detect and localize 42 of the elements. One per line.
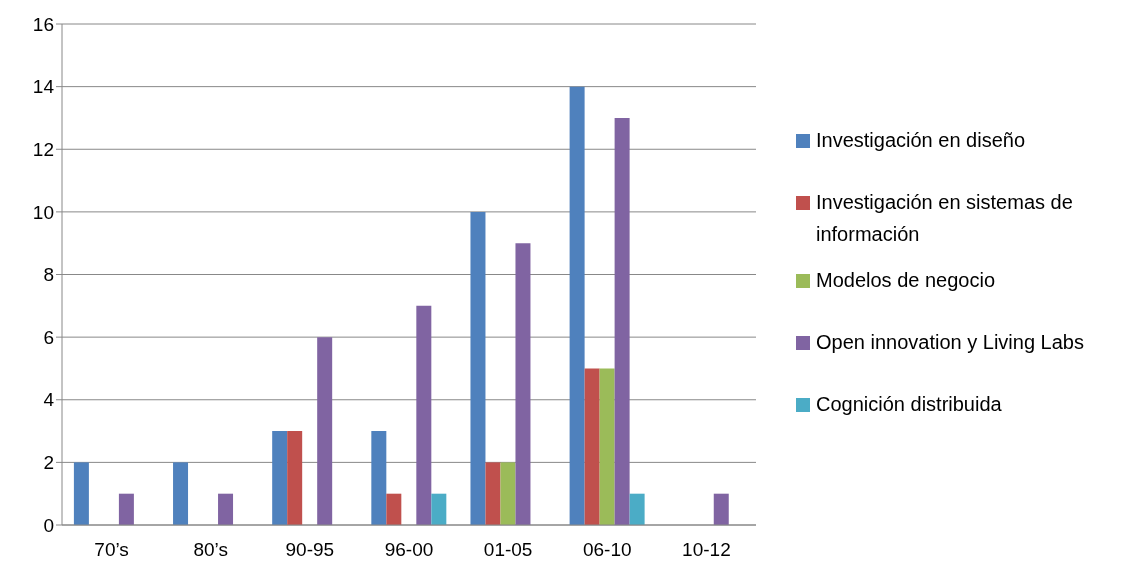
y-tick-label: 4 (43, 389, 55, 411)
legend-label: Cognición distribuida (816, 391, 1002, 417)
y-tick-label: 16 (32, 13, 54, 35)
bar (515, 243, 531, 525)
bar (287, 431, 303, 525)
legend-label: Open innovation y Living Labs (816, 329, 1084, 355)
bar (73, 462, 89, 525)
bar (431, 493, 447, 525)
bar (485, 462, 501, 525)
x-tick-label: 70’s (94, 539, 129, 561)
bar (599, 368, 615, 525)
bar (173, 462, 189, 525)
bar (371, 431, 387, 525)
x-tick-label: 80’s (193, 539, 228, 561)
bar (614, 117, 630, 525)
y-tick-label: 6 (43, 326, 54, 348)
legend-label: Modelos de negocio (816, 267, 996, 293)
y-tick-label: 14 (32, 76, 55, 98)
bar (629, 493, 645, 525)
x-tick-label: 10-12 (682, 539, 731, 561)
x-tick-label: 90-95 (285, 539, 335, 561)
x-tick-label: 96-00 (384, 539, 434, 561)
y-tick-label: 0 (43, 514, 54, 536)
bar (416, 305, 432, 525)
bar (386, 493, 402, 525)
x-tick-label: 01-05 (483, 539, 533, 561)
y-tick-label: 10 (32, 201, 54, 223)
legend-label: Investigación en sistemas de información (816, 189, 1074, 247)
bar (118, 493, 134, 525)
y-tick-label: 2 (43, 452, 54, 474)
bar (218, 493, 234, 525)
bar (713, 493, 729, 525)
bar (569, 86, 585, 525)
y-tick-label: 12 (32, 138, 54, 160)
bar (317, 337, 333, 525)
bar (500, 462, 516, 525)
legend-label: Investigación en diseño (816, 127, 1026, 153)
y-tick-label: 8 (43, 264, 54, 286)
x-tick-label: 06-10 (582, 539, 632, 561)
bar (272, 431, 288, 525)
bar (584, 368, 600, 525)
bar (470, 211, 486, 525)
